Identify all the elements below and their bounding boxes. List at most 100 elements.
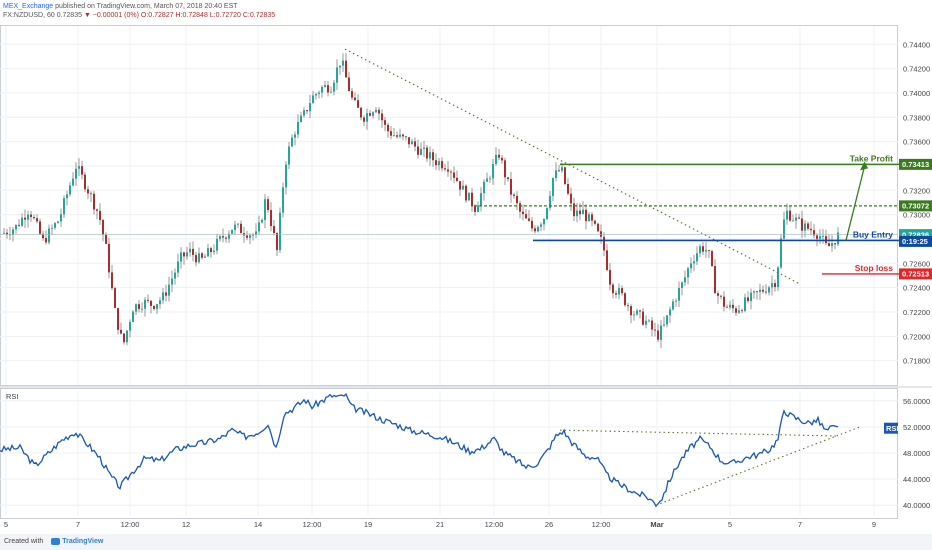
candle-body: [78, 166, 80, 169]
candle-body: [603, 236, 605, 251]
candle-body: [141, 308, 143, 310]
projection-arrow-shaft: [845, 168, 865, 241]
candle-body: [441, 161, 443, 169]
candle-body: [87, 189, 89, 194]
price-tag-label: 0.73413: [902, 160, 929, 169]
candle-body: [801, 218, 803, 231]
candle-body: [558, 170, 560, 172]
candle-body: [237, 223, 239, 225]
candle-body: [669, 309, 671, 316]
time-tick-label: 12:00: [303, 520, 322, 529]
price-tag-label: 0.73072: [902, 202, 929, 211]
candle-body: [696, 253, 698, 262]
candle-body: [192, 248, 194, 256]
candle-body: [411, 141, 413, 145]
annotation-buy-entry: Buy Entry: [853, 229, 893, 239]
candle-body: [507, 177, 509, 179]
candle-body: [135, 304, 137, 312]
candle-body: [252, 234, 254, 236]
candle-body: [468, 192, 470, 201]
candle-body: [228, 233, 230, 239]
symbol-line: FX:NZDUSD, 60 0.72835 ▼ −0.00001 (0%) O:…: [3, 11, 275, 20]
last-price: 0.72835: [56, 12, 82, 19]
candle-body: [822, 236, 824, 237]
candle-body: [381, 113, 383, 121]
candle-body: [447, 169, 449, 172]
candle-body: [183, 252, 185, 257]
projection-arrow-head-icon: [860, 161, 868, 171]
candle-body: [201, 253, 203, 258]
price-tick-label: 0.73200: [903, 186, 930, 195]
candle-body: [240, 223, 242, 234]
candle-body: [138, 304, 140, 309]
candle-body: [438, 161, 440, 166]
candle-body: [480, 193, 482, 206]
candle-body: [687, 268, 689, 278]
candle-body: [435, 160, 437, 166]
time-tick-label: 26: [545, 520, 553, 529]
candle-body: [813, 230, 815, 236]
candle-body: [645, 320, 647, 325]
tradingview-brand[interactable]: TradingView: [62, 538, 104, 545]
time-tick-label: 5: [728, 520, 732, 529]
candle-body: [465, 185, 467, 201]
candle-body: [282, 187, 284, 213]
candle-body: [582, 209, 584, 215]
candle-body: [477, 205, 479, 212]
author-link[interactable]: MEX_Exchange: [3, 3, 54, 10]
candle-body: [657, 330, 659, 340]
candle-body: [555, 170, 557, 178]
candle-body: [534, 228, 536, 232]
annotation-stop-loss: Stop loss: [855, 263, 894, 273]
candle-body: [393, 135, 395, 137]
candle-body: [705, 250, 707, 252]
chart-canvas[interactable]: 0.74400 0.74200 0.74000 0.73800 0.73600 0.734…: [0, 0, 932, 534]
candle-body: [63, 198, 65, 215]
created-with-label: Created with: [4, 538, 44, 545]
candle-body: [504, 160, 506, 178]
candle-body: [96, 209, 98, 211]
candle-body: [780, 238, 782, 268]
rsi-tick-label: 48.0000: [903, 449, 930, 458]
candle-body: [789, 210, 791, 221]
candle-body: [303, 110, 305, 116]
candle-body: [486, 178, 488, 182]
time-tick-label: 7: [798, 520, 802, 529]
candle-body: [213, 250, 215, 253]
candle-body: [615, 293, 617, 295]
candle-body: [819, 236, 821, 239]
candle-body: [672, 301, 674, 310]
candle-body: [588, 214, 590, 222]
candle-body: [621, 288, 623, 294]
candle-body: [159, 300, 161, 305]
publisher-line: MEX_Exchange published on TradingView.co…: [3, 2, 238, 11]
candle-body: [537, 226, 539, 232]
candle-body: [399, 134, 401, 137]
candle-body: [618, 288, 620, 295]
candle-body: [354, 97, 356, 101]
candle-body: [516, 195, 518, 204]
candle-body: [522, 211, 524, 215]
candle-body: [750, 292, 752, 302]
candle-body: [675, 300, 677, 302]
price-tick-label: 0.72000: [903, 332, 930, 341]
candle-body: [417, 146, 419, 155]
price-tick-label: 0.72200: [903, 308, 930, 317]
candle-body: [564, 167, 566, 185]
candle-body: [117, 307, 119, 330]
candle-body: [390, 131, 392, 136]
time-tick-label: 12:00: [485, 520, 504, 529]
price-tag-bg: [899, 158, 932, 170]
candle-body: [195, 255, 197, 263]
candle-body: [561, 167, 563, 171]
candle-body: [132, 311, 134, 323]
candle-body: [75, 168, 77, 179]
candle-body: [3, 232, 5, 234]
candle-body: [741, 310, 743, 312]
candle-body: [519, 203, 521, 212]
candle-body: [33, 217, 35, 219]
candle-body: [105, 234, 107, 244]
candle-body: [273, 226, 275, 234]
candle-body: [99, 210, 101, 221]
rsi-pane-label: RSI: [6, 392, 19, 401]
